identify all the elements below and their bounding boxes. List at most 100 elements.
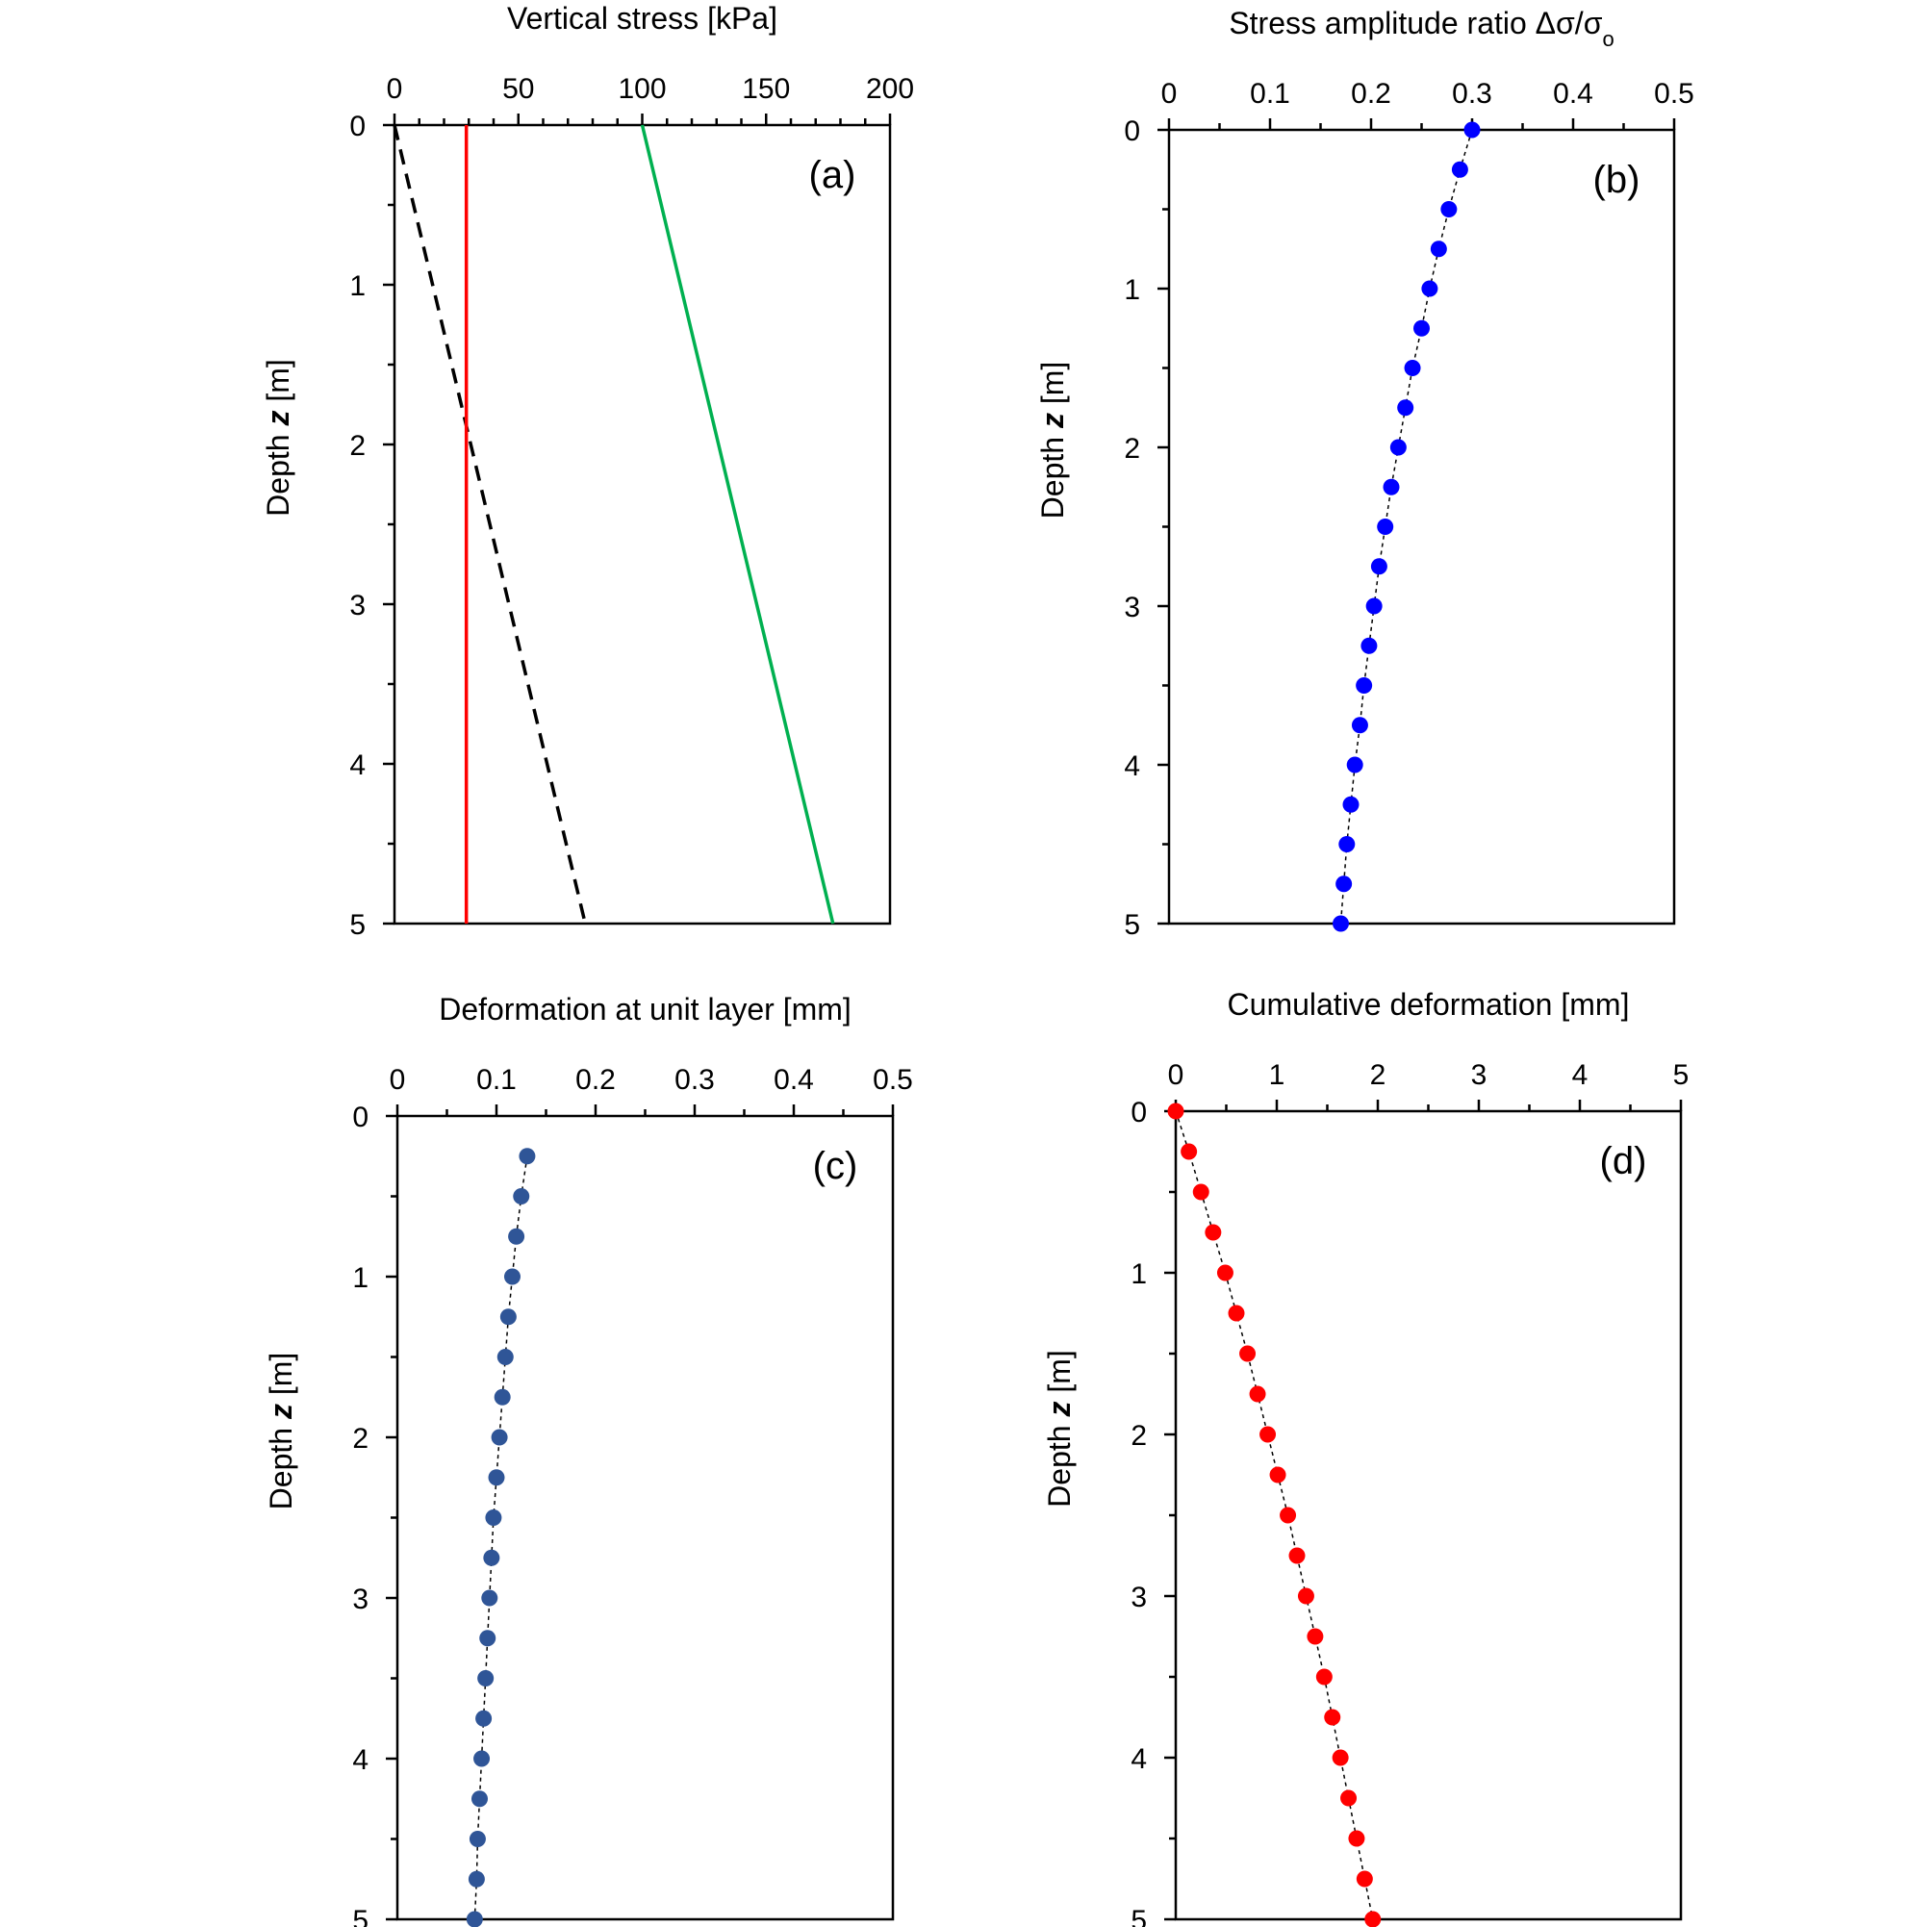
data-point <box>1269 1466 1286 1483</box>
y-axis-title-part: Depth <box>264 1419 298 1509</box>
y-tick-label: 5 <box>1131 1905 1147 1927</box>
y-tick-label: 0 <box>1124 115 1140 147</box>
y-axis-title: Depth z [m] <box>1042 1350 1077 1508</box>
data-point <box>1340 1789 1358 1807</box>
y-axis-title-part: [m] <box>1035 362 1070 413</box>
y-axis-title-part: Depth <box>1035 428 1070 519</box>
x-tick-label: 0.1 <box>476 1064 517 1096</box>
data-point <box>1356 1870 1373 1888</box>
data-point <box>494 1388 511 1406</box>
y-tick-label: 1 <box>352 1262 369 1294</box>
y-tick-label: 1 <box>1124 274 1140 306</box>
data-point <box>1346 756 1363 773</box>
y-tick-label: 2 <box>352 1423 369 1455</box>
y-axis-title-part: z <box>261 411 295 427</box>
data-point <box>475 1710 493 1727</box>
data-point <box>1288 1547 1306 1564</box>
panel-c: 0 0.1 0.2 0.3 0.4 0.5 0 1 2 3 4 5 Deformation at uni… <box>264 992 913 1927</box>
y-axis-title-part: [m] <box>1042 1350 1077 1401</box>
y-tick-label: 5 <box>352 1905 369 1927</box>
data-point <box>1421 280 1438 297</box>
data-point <box>485 1509 502 1526</box>
data-point <box>469 1831 486 1847</box>
data-point <box>1307 1628 1324 1645</box>
series-connector-line <box>1339 129 1473 925</box>
plot-frame <box>1174 1109 1683 1921</box>
x-axis-title-subscript: o <box>1602 27 1614 51</box>
y-axis-title-part: z <box>1042 1402 1077 1418</box>
data-point <box>1348 1830 1365 1847</box>
data-point <box>503 1268 521 1285</box>
data-point <box>479 1630 496 1647</box>
y-tick-label: 1 <box>1131 1258 1147 1290</box>
panel-label: (d) <box>1600 1140 1647 1182</box>
panel-label: (c) <box>813 1145 858 1187</box>
data-point <box>1370 558 1387 575</box>
plot-frame <box>1167 128 1676 925</box>
panel-label: (b) <box>1593 159 1640 201</box>
x-tick-label: 0 <box>1168 1059 1184 1091</box>
series-line <box>640 124 835 925</box>
y-tick-label: 5 <box>1124 909 1140 941</box>
x-tick-label: 150 <box>742 73 790 105</box>
y-tick-label: 3 <box>352 1584 369 1615</box>
data-point <box>1413 319 1430 337</box>
data-point <box>1342 796 1360 813</box>
x-tick-label: 5 <box>1673 1059 1690 1091</box>
data-point <box>1297 1587 1314 1605</box>
data-point <box>1364 1911 1382 1927</box>
y-tick-label: 0 <box>352 1102 369 1133</box>
data-point <box>1404 360 1421 376</box>
x-tick-label: 100 <box>618 73 666 105</box>
series-line <box>393 124 587 925</box>
data-point <box>1383 478 1400 495</box>
x-tick-label: 0 <box>1161 78 1178 110</box>
y-tick-label: 0 <box>349 111 366 142</box>
y-tick-label: 2 <box>1124 433 1140 465</box>
x-tick-label: 0 <box>390 1064 406 1096</box>
data-point <box>477 1670 495 1686</box>
data-point <box>508 1228 525 1245</box>
y-axis-title-part: [m] <box>261 359 295 410</box>
data-point <box>1192 1183 1209 1201</box>
y-axis-title: Depth z [m] <box>261 359 295 517</box>
x-tick-label: 0.4 <box>774 1064 814 1096</box>
y-tick-label: 3 <box>349 590 366 621</box>
y-tick-label: 3 <box>1124 592 1140 623</box>
y-tick-label: 4 <box>349 749 366 781</box>
data-point <box>1377 519 1394 535</box>
data-point <box>1249 1385 1266 1403</box>
data-point <box>513 1188 530 1204</box>
x-tick-label: 1 <box>1269 1059 1285 1091</box>
x-axis-title: Cumulative deformation [mm] <box>1228 987 1630 1022</box>
data-point <box>1239 1345 1257 1362</box>
y-tick-label: 2 <box>349 430 366 462</box>
y-axis-title-part: z <box>264 1404 298 1420</box>
data-point <box>483 1549 500 1566</box>
y-axis-title-part: Depth <box>261 426 295 517</box>
x-tick-label: 0 <box>387 73 403 105</box>
data-point <box>496 1349 514 1365</box>
data-point <box>468 1870 485 1888</box>
panel-label: (a) <box>809 154 856 196</box>
data-point <box>1351 717 1368 734</box>
x-axis-title: Deformation at unit layer [mm] <box>439 992 852 1027</box>
data-point <box>466 1911 483 1927</box>
y-axis-title-part: [m] <box>264 1353 298 1404</box>
data-point <box>1440 201 1458 217</box>
data-point <box>1216 1264 1233 1281</box>
data-point <box>1338 836 1356 852</box>
data-point <box>1365 597 1383 615</box>
data-point <box>519 1148 536 1165</box>
x-axis-title: Vertical stress [kPa] <box>507 1 777 36</box>
y-tick-label: 2 <box>1131 1420 1147 1452</box>
data-point <box>1463 121 1481 139</box>
x-tick-label: 2 <box>1370 1059 1386 1091</box>
data-point <box>470 1790 488 1808</box>
data-point <box>499 1308 517 1326</box>
x-tick-label: 3 <box>1471 1059 1487 1091</box>
y-tick-label: 3 <box>1131 1582 1147 1613</box>
x-tick-label: 200 <box>866 73 914 105</box>
plot-frame <box>393 123 892 925</box>
